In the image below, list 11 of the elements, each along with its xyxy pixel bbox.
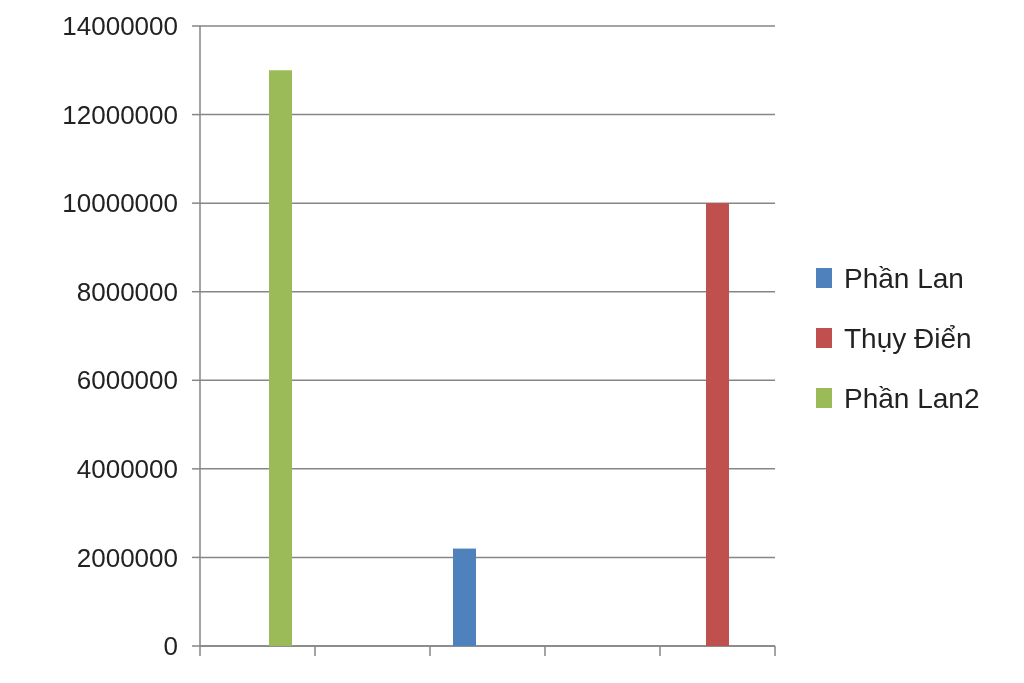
y-tick-label: 14000000: [62, 11, 178, 42]
legend-label: Thụy Điển: [844, 322, 972, 354]
y-tick-label: 8000000: [76, 276, 178, 307]
y-tick-label: 6000000: [76, 365, 178, 396]
legend-label: Phần Lan: [844, 262, 964, 294]
y-tick-label: 2000000: [76, 542, 178, 573]
y-tick-label: 10000000: [62, 188, 178, 219]
y-tick-label: 4000000: [76, 453, 178, 484]
y-tick-label: 12000000: [62, 99, 178, 130]
legend-label: Phần Lan2: [844, 382, 980, 414]
y-tick-label: 0: [163, 631, 178, 662]
